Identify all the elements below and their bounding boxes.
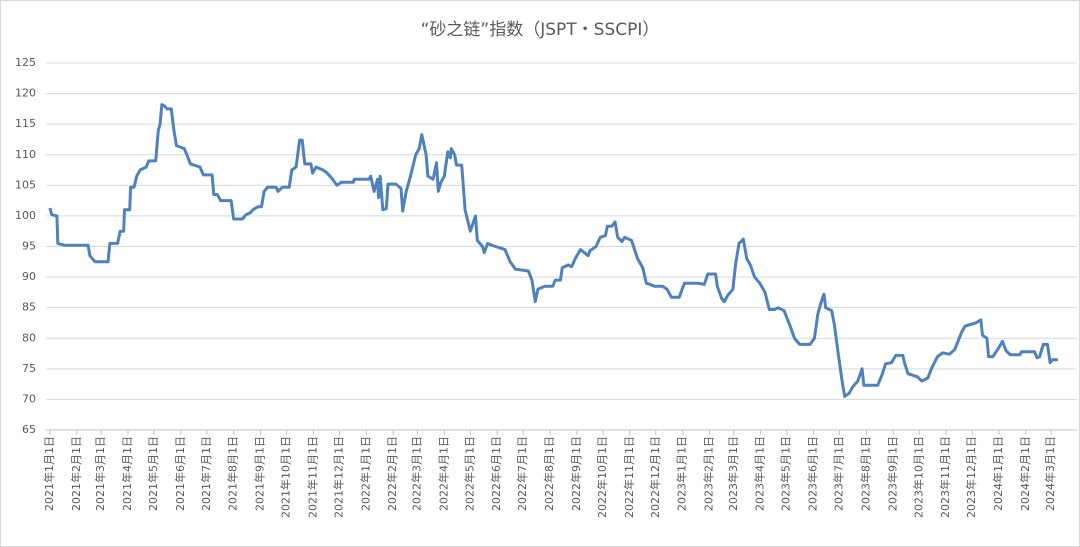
y-tick-label: 120	[15, 87, 36, 100]
x-tick-label: 2023年7月1日	[832, 436, 846, 511]
x-tick-label: 2021年11月1日	[305, 436, 319, 518]
y-tick-label: 75	[22, 362, 36, 375]
y-tick-label: 85	[22, 301, 36, 314]
x-tick-label: 2023年8月1日	[858, 436, 872, 511]
x-tick-label: 2023年10月1日	[911, 436, 925, 518]
x-tick-label: 2021年10月1日	[279, 436, 293, 518]
y-tick-label: 80	[22, 331, 36, 344]
x-tick-label: 2023年1月1日	[675, 436, 689, 511]
x-tick-label: 2021年5月1日	[146, 436, 160, 511]
y-tick-label: 65	[22, 423, 36, 436]
data-line	[48, 103, 1058, 398]
x-tick-label: 2023年4月1日	[753, 436, 767, 511]
y-tick-label: 115	[15, 117, 36, 130]
x-tick-label: 2021年8月1日	[226, 436, 240, 511]
x-tick-label: 2022年11月1日	[622, 436, 636, 518]
x-tick-label: 2021年2月1日	[69, 436, 83, 511]
x-tick-label: 2022年3月1日	[409, 436, 423, 511]
x-tick-label: 2023年11月1日	[938, 436, 952, 518]
x-tick-label: 2022年9月1日	[569, 436, 583, 511]
x-tick-label: 2023年3月1日	[726, 436, 740, 511]
x-tick-label: 2021年6月1日	[173, 436, 187, 511]
x-tick-label: 2021年7月1日	[199, 436, 213, 511]
x-tick-label: 2021年1月1日	[42, 436, 56, 511]
x-tick-label: 2022年5月1日	[462, 436, 476, 511]
x-tick-label: 2023年5月1日	[779, 436, 793, 511]
y-tick-label: 105	[15, 178, 36, 191]
y-tick-label: 110	[15, 148, 36, 161]
x-tick-label: 2024年3月1日	[1043, 436, 1057, 511]
x-tick-label: 2023年6月1日	[806, 436, 820, 511]
x-tick-label: 2023年9月1日	[885, 436, 899, 511]
chart-title: “砂之链”指数（JSPT・SSCPI）	[421, 20, 660, 40]
x-tick-label: 2022年12月1日	[648, 436, 662, 518]
y-tick-label: 95	[22, 240, 36, 253]
x-tick-label: 2021年12月1日	[331, 436, 345, 518]
y-tick-label: 100	[15, 209, 36, 222]
y-tick-label: 90	[22, 270, 36, 283]
x-tick-label: 2022年7月1日	[515, 436, 529, 511]
y-tick-label: 125	[15, 56, 36, 69]
x-tick-label: 2022年1月1日	[358, 436, 372, 511]
x-tick-label: 2021年4月1日	[120, 436, 134, 511]
x-tick-label: 2021年3月1日	[93, 436, 107, 511]
x-tick-label: 2022年4月1日	[436, 436, 450, 511]
x-tick-label: 2021年9月1日	[253, 436, 267, 511]
x-tick-label: 2024年2月1日	[1018, 436, 1032, 511]
x-tick-label: 2022年2月1日	[385, 436, 399, 511]
x-tick-label: 2023年12月1日	[964, 436, 978, 518]
x-tick-label: 2022年10月1日	[595, 436, 609, 518]
x-tick-label: 2022年8月1日	[542, 436, 556, 511]
x-tick-label: 2022年6月1日	[489, 436, 503, 511]
x-tick-label: 2024年1月1日	[991, 436, 1005, 511]
x-tick-label: 2023年2月1日	[702, 436, 716, 511]
y-tick-label: 70	[22, 392, 36, 405]
